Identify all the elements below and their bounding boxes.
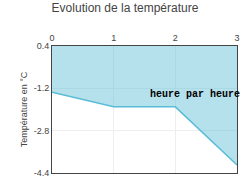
svg-text:-4.4: -4.4 bbox=[34, 168, 50, 178]
svg-text:heure par heure: heure par heure bbox=[150, 89, 240, 100]
svg-text:-2.8: -2.8 bbox=[34, 126, 50, 136]
svg-text:3: 3 bbox=[234, 33, 239, 43]
svg-text:Evolution de la température: Evolution de la température bbox=[52, 1, 199, 15]
svg-text:1: 1 bbox=[111, 33, 116, 43]
svg-text:0.4: 0.4 bbox=[37, 41, 50, 51]
svg-text:Température en °C: Température en °C bbox=[19, 71, 29, 147]
svg-text:2: 2 bbox=[173, 33, 178, 43]
svg-text:0: 0 bbox=[49, 33, 54, 43]
svg-text:-1.2: -1.2 bbox=[34, 83, 50, 93]
